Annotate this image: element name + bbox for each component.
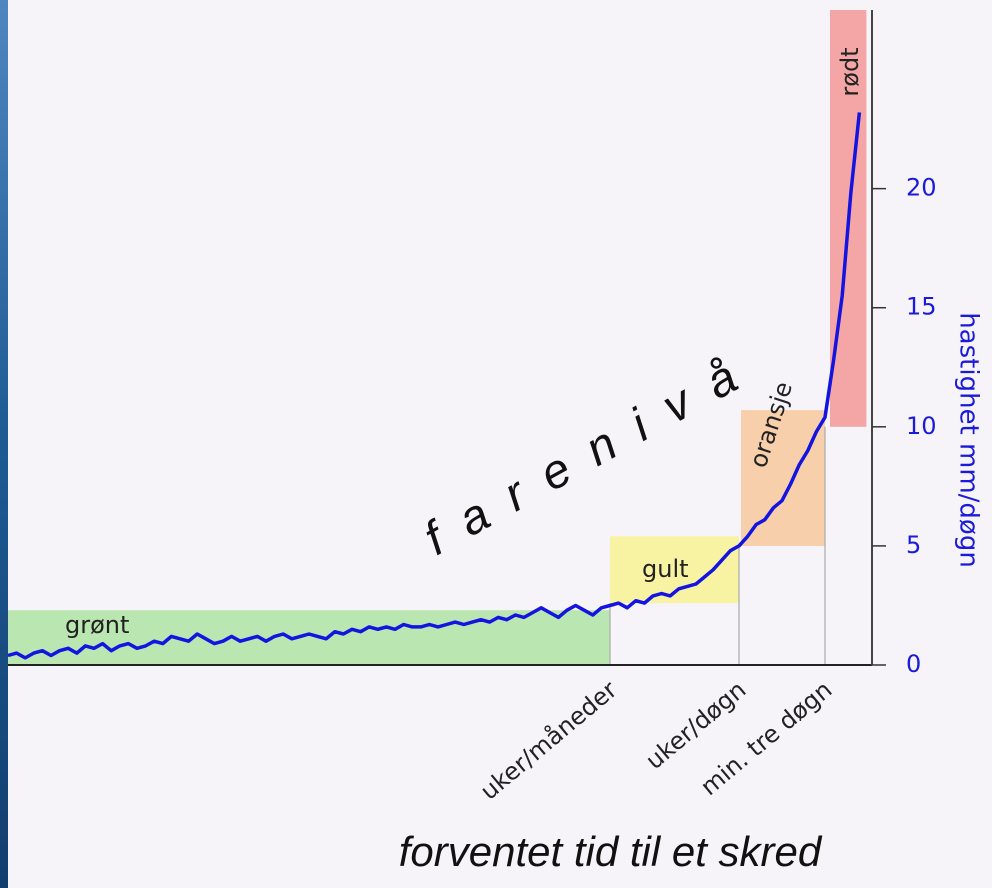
y-tick-label: 5 <box>906 531 921 559</box>
y-axis-label: hastighet mm/døgn <box>954 312 984 568</box>
band-label: grønt <box>65 611 129 639</box>
x-axis-label: forventet tid til et skred <box>399 828 823 875</box>
y-tick-label: 20 <box>906 174 937 202</box>
y-tick-label: 10 <box>906 412 937 440</box>
data-line <box>7 112 862 660</box>
x-category-label: uker/måneder <box>474 675 622 806</box>
y-tick-label: 0 <box>906 650 921 678</box>
slide-edge <box>0 0 8 888</box>
band-label: gult <box>642 555 689 583</box>
annotation: f a r e n i v å <box>416 348 751 566</box>
band-label: rødt <box>836 47 864 96</box>
y-tick-label: 15 <box>906 293 937 321</box>
